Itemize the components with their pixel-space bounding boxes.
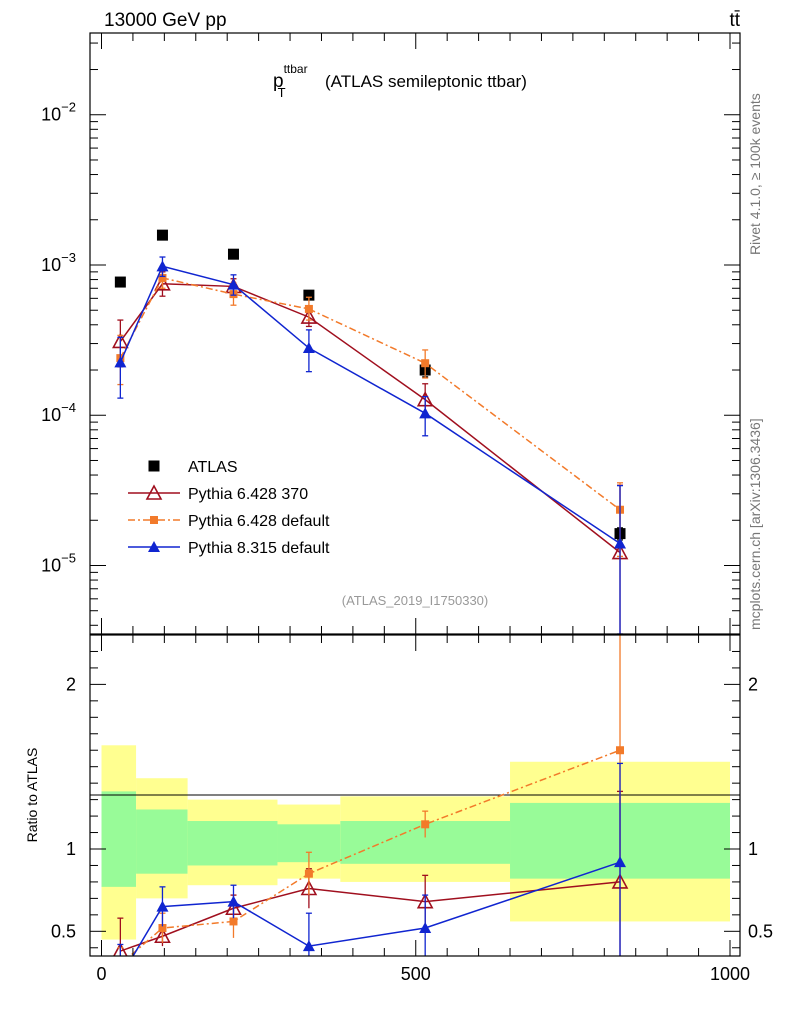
main-plot-frame — [89, 32, 741, 635]
pythia-8-315-default-point — [156, 260, 169, 272]
chart-title: pttbar T — [273, 62, 308, 100]
pythia-8-315-default-point — [302, 342, 315, 354]
legend: ATLAS Pythia 6.428 370 Pythia 6.428 defaul… — [128, 459, 330, 557]
ratio-y-tick-label-right: 0.5 — [748, 921, 773, 941]
x-tick-label: 500 — [401, 964, 431, 984]
ratio-y-tick-label: 1 — [66, 839, 76, 859]
mcplots-url-label: mcplots.cern.ch [arXiv:1306.3436] — [747, 418, 763, 630]
y-tick-label: 10−2 — [41, 100, 76, 125]
pythia-6-428-default-ratio-point — [116, 960, 124, 968]
ratio-y-tick-label: 2 — [66, 674, 76, 694]
pythia-6-428-default-ratio-point — [229, 917, 238, 926]
ratio-y-tick-label-right: 2 — [748, 674, 758, 694]
pythia-6-428-default-line — [119, 277, 621, 511]
pythia-6-428-default-ratio-line — [128, 749, 621, 956]
pythia-8-315-default-ratio-point — [614, 856, 627, 868]
pythia-8-315-default-ratio-line — [132, 861, 621, 956]
pythia-6-428-default-point — [158, 273, 167, 282]
chart-subtitle: (ATLAS semileptonic ttbar) — [325, 72, 527, 91]
ratio-y-axis-label: Ratio to ATLAS — [24, 748, 40, 843]
rivet-version-label: Rivet 4.1.0, ≥ 100k events — [747, 93, 763, 255]
pythia-8-315-default-ratio-point — [302, 940, 315, 952]
ratio-band-inner — [101, 791, 137, 887]
legend-label-atlas: ATLAS — [188, 459, 238, 476]
y-tick-label: 10−4 — [41, 400, 76, 425]
legend-marker-atlas — [148, 460, 160, 472]
atlas-point — [156, 229, 168, 241]
pythia-8-315-default-ratio-point — [419, 922, 432, 934]
ratio-y-tick-label-right: 1 — [748, 839, 758, 859]
pythia-8-315-default-point — [114, 356, 127, 368]
atlas-point — [114, 276, 126, 288]
energy-label: 13000 GeV pp — [104, 10, 227, 31]
ratio-band-inner — [187, 821, 278, 866]
pythia-6-428-370-point — [300, 308, 318, 324]
atlas-point — [227, 248, 239, 260]
pythia-8-315-default-ratio-point — [156, 900, 169, 912]
pythia-8-315-default-line — [119, 265, 621, 545]
pythia-8-315-default-point — [227, 278, 240, 290]
process-label: tt̄ — [729, 10, 740, 31]
y-tick-label: 10−3 — [41, 250, 76, 275]
pythia-6-428-370-ratio-point — [113, 942, 128, 956]
ratio-plot-frame — [89, 634, 741, 957]
pythia-6-428-370-point — [154, 275, 171, 291]
legend-label-pythia-8-315-default: Pythia 8.315 default — [188, 540, 330, 557]
pythia-6-428-default-point — [304, 304, 313, 313]
ratio-y-tick-label: 0.5 — [51, 921, 76, 941]
pythia-8-315-default-point — [614, 537, 627, 549]
legend-marker-pythia-6-428-370 — [145, 484, 163, 500]
legend-label-pythia-6-428-370: Pythia 6.428 370 — [188, 486, 308, 503]
pythia-8-315-default-ratio-point — [114, 971, 126, 982]
analysis-label: (ATLAS_2019_I1750330) — [342, 593, 488, 608]
pythia-6-428-default-ratio-point — [158, 924, 167, 933]
legend-label-pythia-6-428-default: Pythia 6.428 default — [188, 513, 330, 530]
x-tick-label: 0 — [96, 964, 106, 984]
y-tick-label: 10−5 — [41, 550, 76, 575]
ratio-band-inner — [136, 809, 188, 874]
legend-marker-pythia-8-315-default — [148, 541, 160, 552]
pythia-8-315-default-ratio-point — [227, 895, 240, 907]
x-tick-label: 1000 — [710, 964, 750, 984]
pythia-6-428-default-ratio-point — [421, 820, 430, 829]
pythia-6-428-default-ratio-point — [616, 746, 625, 755]
legend-marker-pythia-6-428-default — [150, 516, 158, 524]
pythia-6-428-default-ratio-point — [304, 869, 313, 878]
pythia-6-428-default-point — [421, 359, 430, 368]
pythia-8-315-default-point — [419, 407, 432, 419]
atlas-point — [303, 289, 315, 301]
